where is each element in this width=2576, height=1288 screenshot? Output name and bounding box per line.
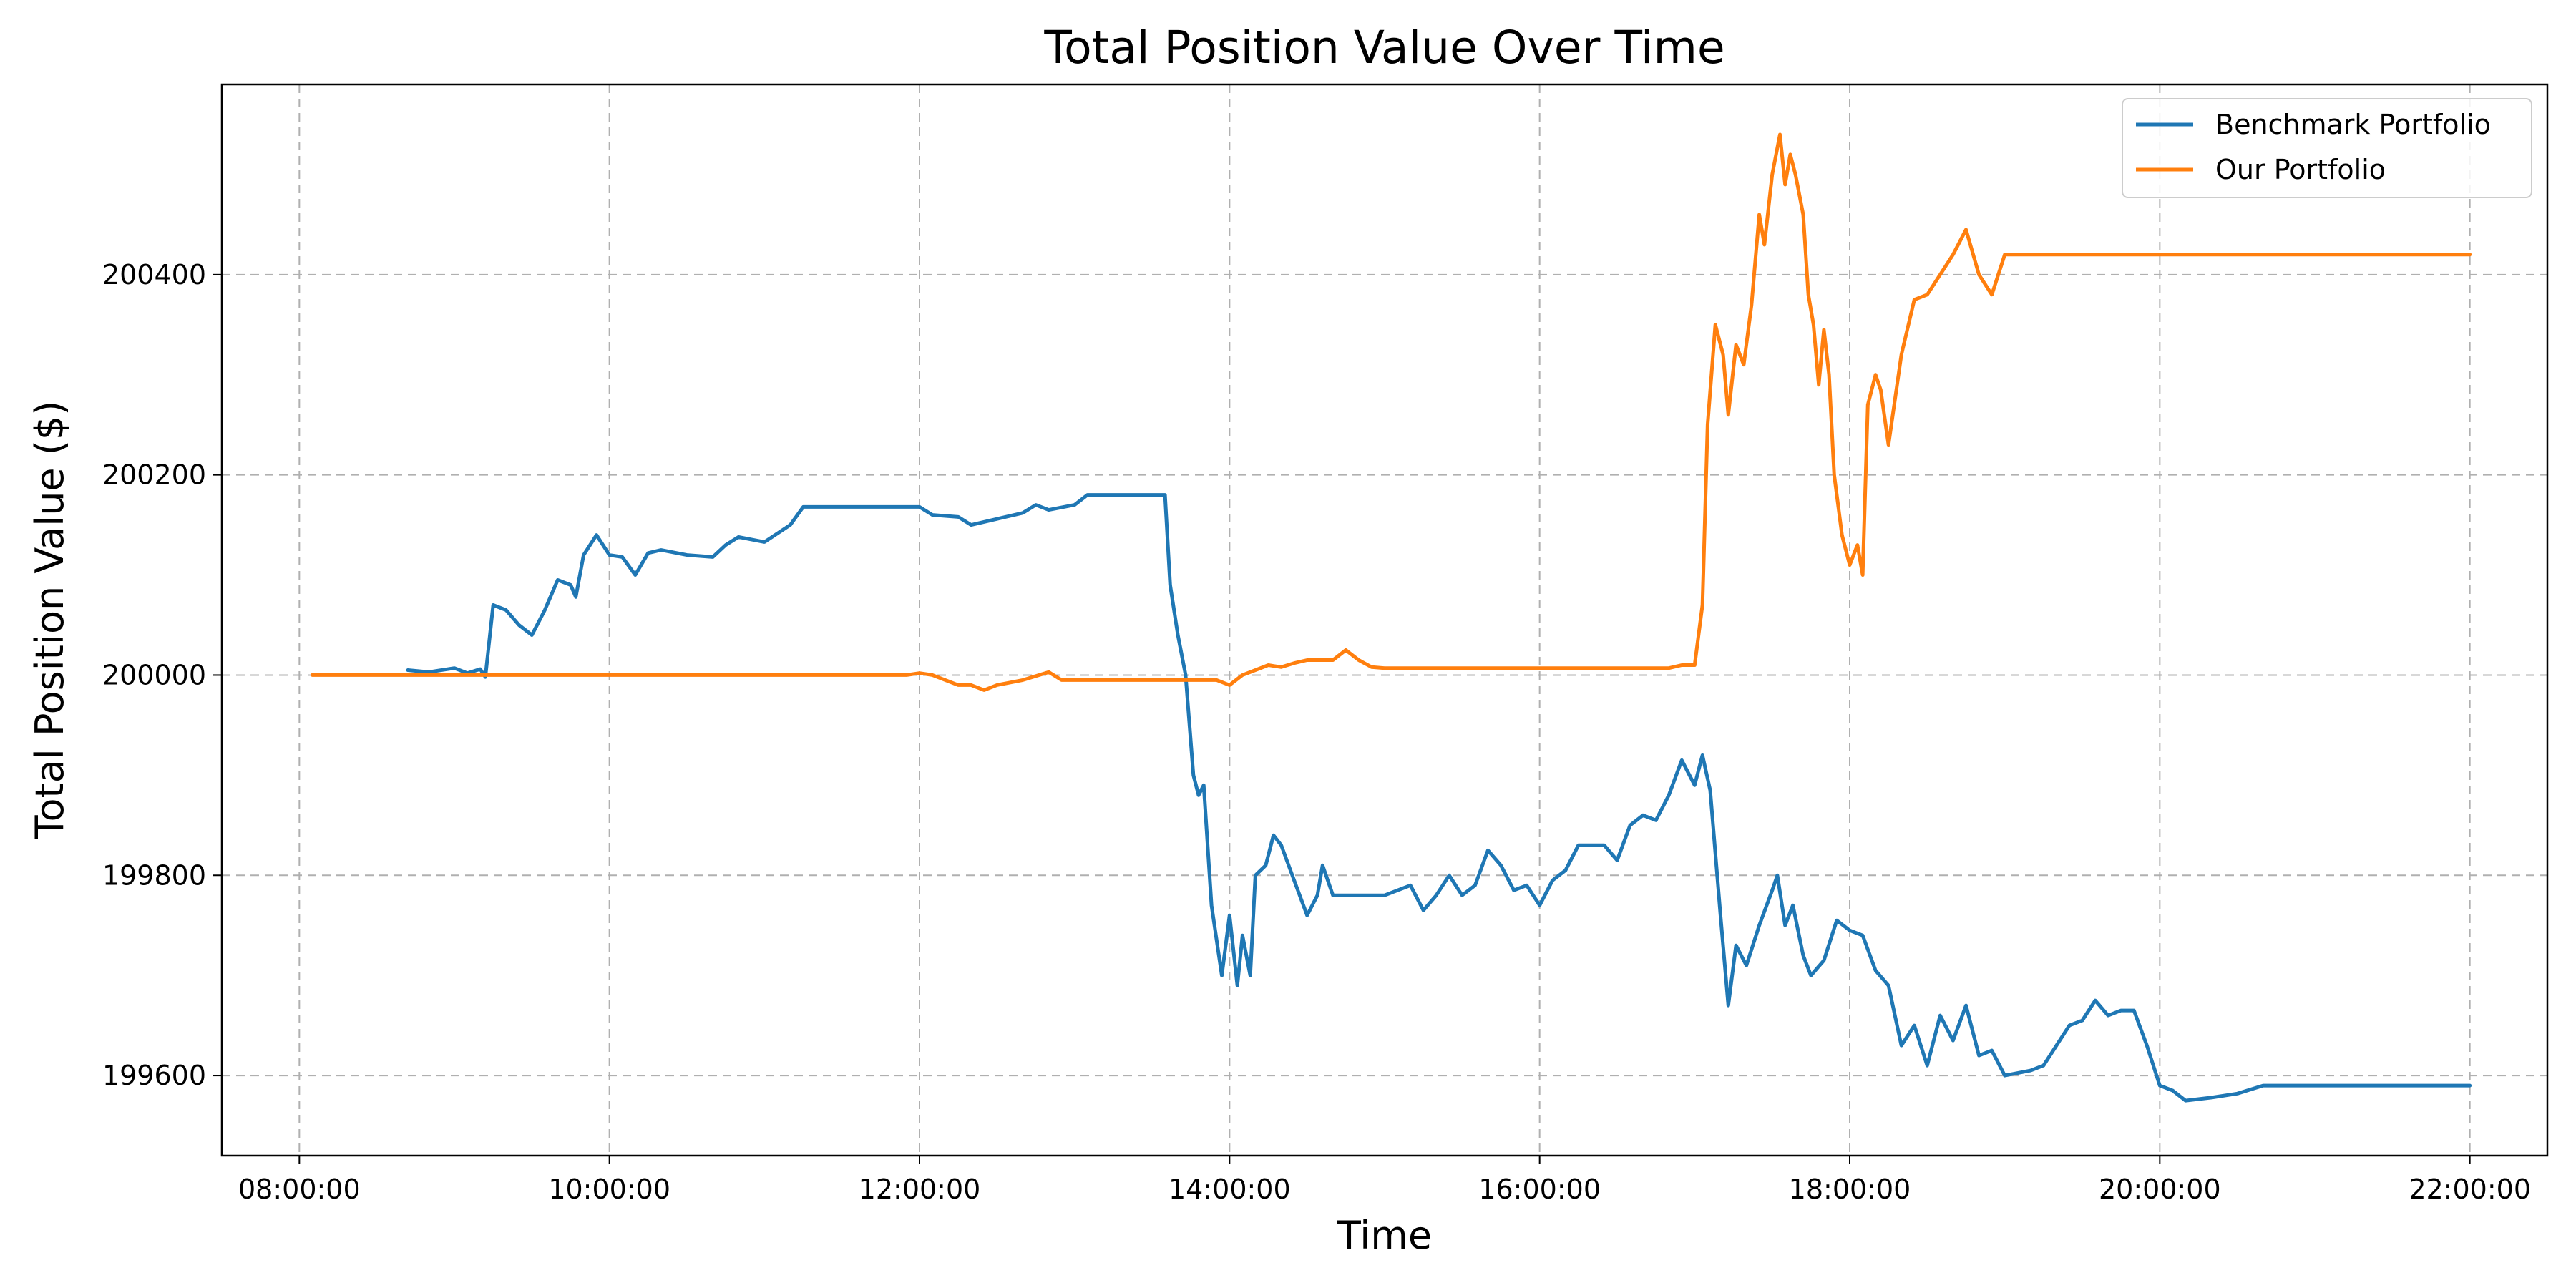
plot-frame (220, 83, 2549, 1157)
x-tick-label: 14:00:00 (1169, 1174, 1291, 1205)
series-line-our-portfolio (310, 132, 2472, 692)
x-tick-label: 22:00:00 (2409, 1174, 2531, 1205)
series-line-benchmark-portfolio (406, 493, 2472, 1103)
x-tick-label: 18:00:00 (1789, 1174, 1911, 1205)
legend: Benchmark Portfolio Our Portfolio (2122, 98, 2532, 198)
x-tick-label: 10:00:00 (548, 1174, 670, 1205)
legend-box (2122, 98, 2532, 198)
x-axis: 08:00:00 10:00:00 12:00:00 14:00:00 16:00:00… (238, 1156, 2531, 1205)
y-axis-label: Total Position Value ($) (27, 401, 72, 840)
y-tick-label: 200200 (102, 459, 206, 491)
chart-title: Total Position Value Over Time (1043, 21, 1724, 74)
x-tick-label: 20:00:00 (2099, 1174, 2221, 1205)
x-tick-label: 16:00:00 (1478, 1174, 1601, 1205)
y-axis: 199600 199800 200000 200200 200400 (102, 259, 222, 1091)
x-axis-label: Time (1337, 1213, 1432, 1258)
y-tick-label: 199600 (102, 1060, 206, 1091)
y-tick-label: 200000 (102, 659, 206, 691)
y-tick-label: 199800 (102, 859, 206, 891)
series-layer (310, 132, 2472, 1103)
y-tick-label: 200400 (102, 259, 206, 291)
legend-label-our-portfolio: Our Portfolio (2215, 154, 2386, 185)
x-tick-label: 12:00:00 (859, 1174, 981, 1205)
legend-label-benchmark: Benchmark Portfolio (2215, 109, 2491, 140)
x-tick-label: 08:00:00 (238, 1174, 361, 1205)
